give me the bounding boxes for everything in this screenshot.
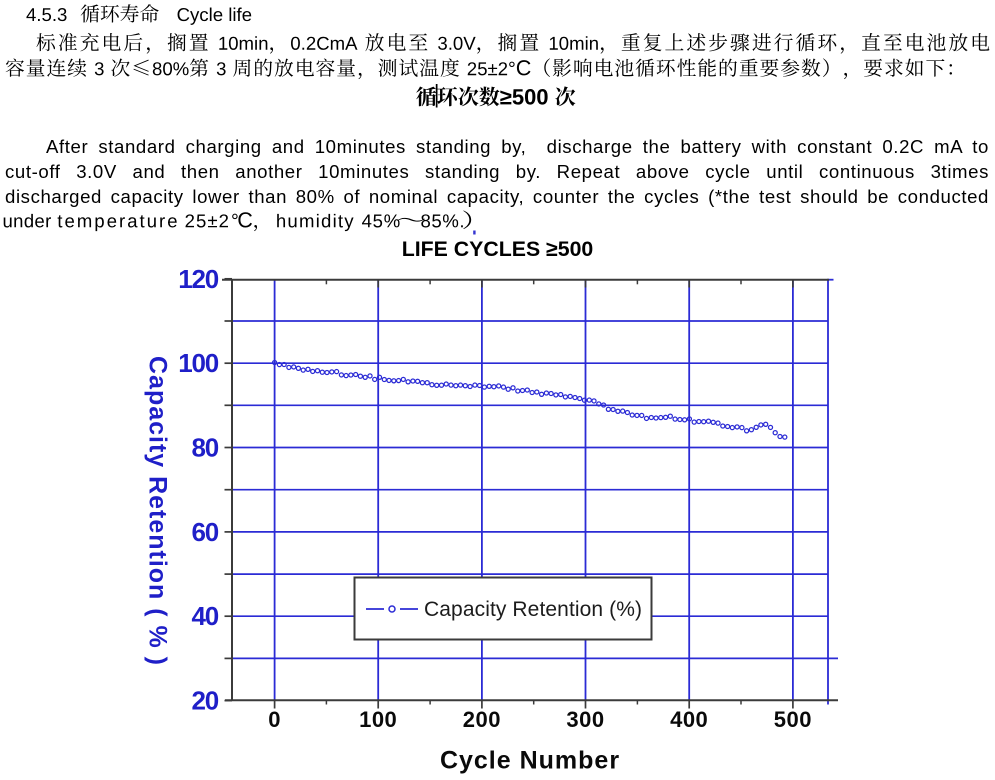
svg-text:80: 80 — [191, 433, 218, 463]
svg-text:200: 200 — [463, 707, 501, 732]
svg-text:400: 400 — [670, 707, 708, 732]
svg-text:40: 40 — [191, 601, 218, 631]
svg-text:300: 300 — [566, 707, 604, 732]
svg-text:0: 0 — [268, 707, 281, 732]
svg-text:500: 500 — [774, 707, 812, 732]
svg-text:Capacity Retention (%): Capacity Retention (%) — [424, 598, 642, 621]
svg-text:Capacity Retention ( % ): Capacity Retention ( % ) — [144, 356, 172, 665]
svg-text:20: 20 — [191, 686, 218, 716]
svg-text:60: 60 — [191, 517, 218, 547]
svg-text:100: 100 — [178, 348, 219, 378]
svg-text:120: 120 — [178, 264, 219, 294]
svg-text:100: 100 — [359, 707, 397, 732]
svg-text:Cycle Number: Cycle Number — [440, 747, 620, 775]
